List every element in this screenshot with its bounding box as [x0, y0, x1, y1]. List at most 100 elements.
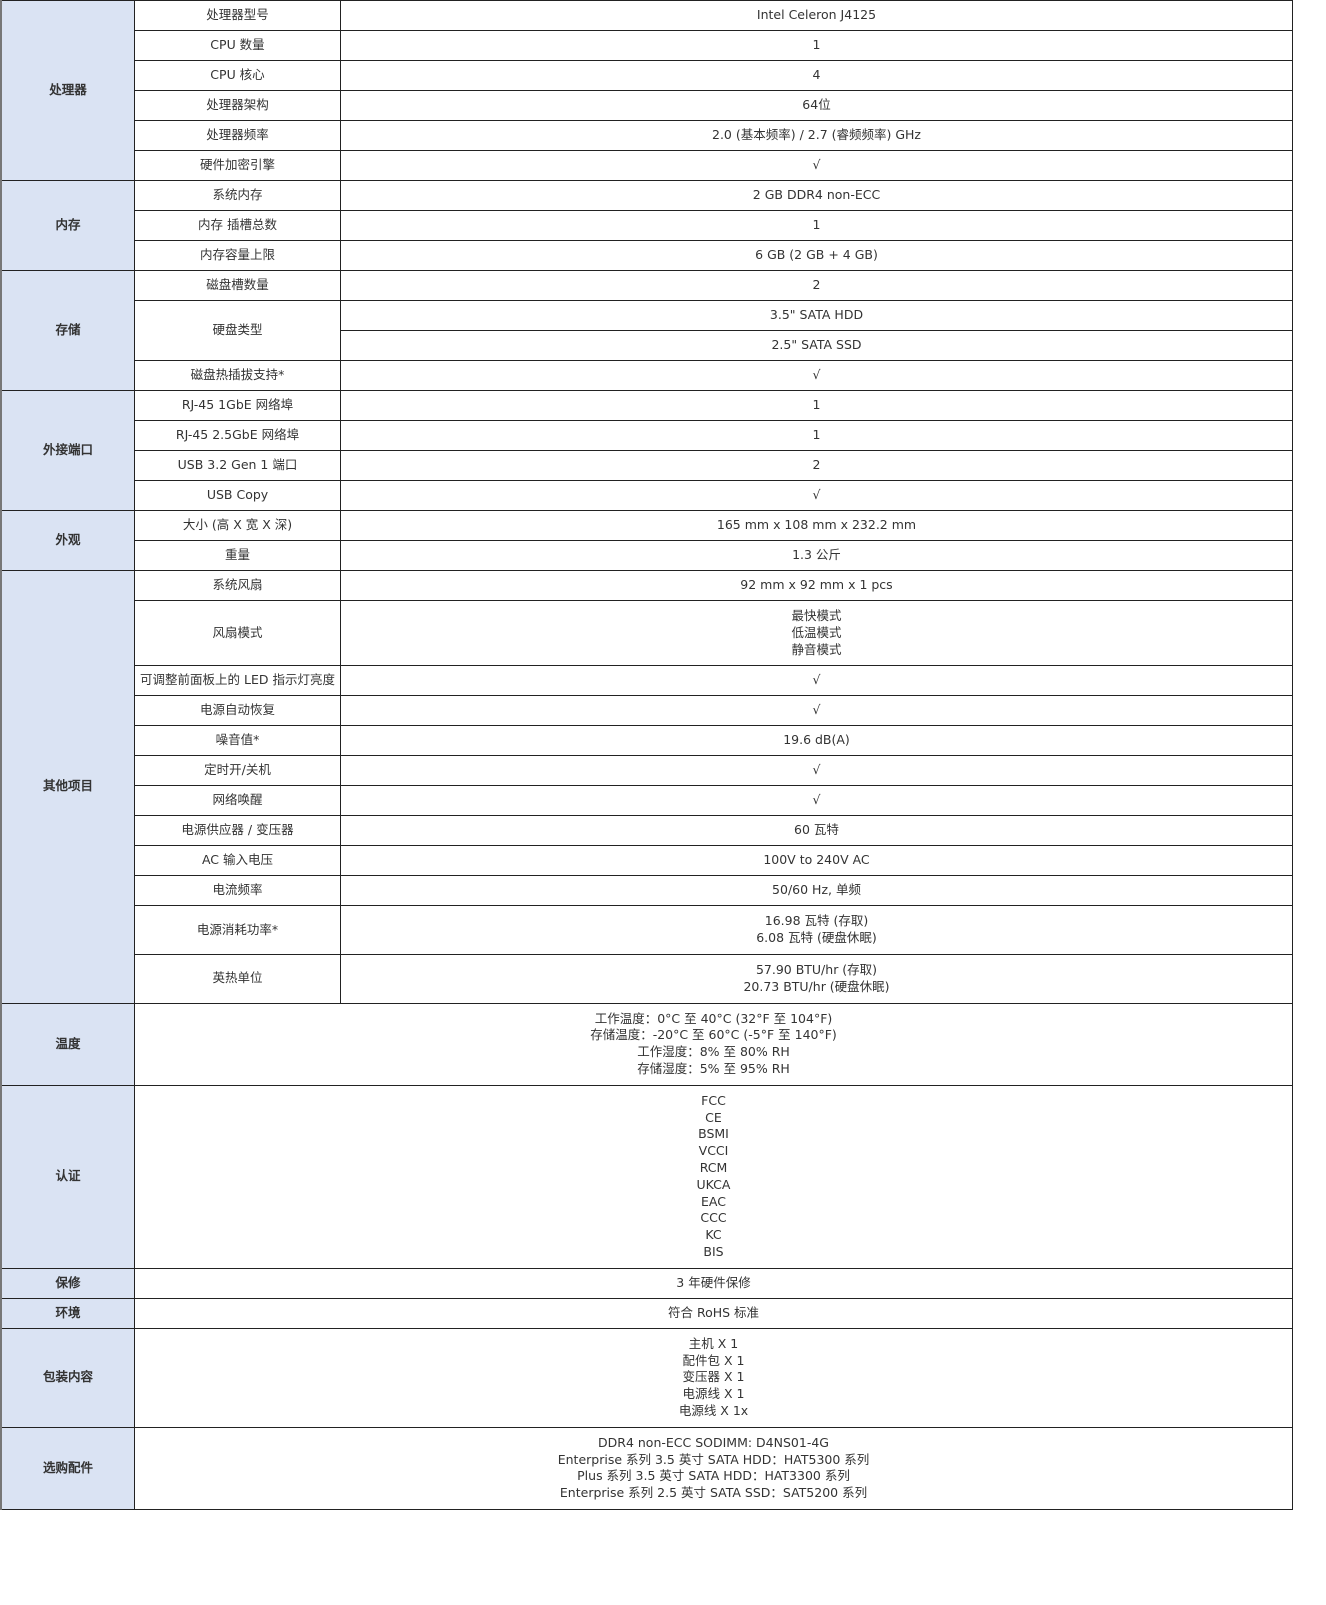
spec-value: 2.0 (基本频率) / 2.7 (睿频频率) GHz [340, 120, 1293, 151]
spec-value: Intel Celeron J4125 [340, 0, 1293, 31]
value-line: CE [705, 1109, 722, 1125]
spec-row: 电流频率 50/60 Hz, 单频 [1, 875, 1293, 907]
spec-label: 风扇模式 [134, 599, 341, 667]
spec-label: 硬盘类型 [134, 300, 341, 361]
spec-row: USB Copy √ [1, 480, 1293, 511]
spec-label: 系统风扇 [134, 570, 341, 601]
spec-row: USB 3.2 Gen 1 端口 2 [1, 450, 1293, 481]
spec-row: 英热单位 57.90 BTU/hr (存取) 20.73 BTU/hr (硬盘休眠) [1, 953, 1293, 1004]
spec-value: 1 [340, 30, 1293, 61]
spec-value: 16.98 瓦特 (存取) 6.08 瓦特 (硬盘休眠) [340, 905, 1293, 955]
spec-row: 存储 磁盘槽数量 2 [0, 270, 1293, 391]
spec-row: 温度 工作温度：0°C 至 40°C (32°F 至 104°F) 存储温度：-20… [0, 1002, 1293, 1086]
spec-value: 4 [340, 60, 1293, 91]
spec-label: CPU 数量 [134, 30, 341, 61]
spec-label: 电源自动恢复 [134, 695, 341, 727]
spec-row: CPU 核心 4 [1, 60, 1293, 91]
spec-label: 英热单位 [134, 953, 341, 1004]
spec-value: √ [340, 360, 1293, 391]
spec-value: 2 GB DDR4 non-ECC [340, 180, 1293, 211]
value-line: 16.98 瓦特 (存取) [764, 913, 869, 929]
spec-row: 选购配件 DDR4 non-ECC SODIMM: D4NS01-4G Enterp… [0, 1426, 1293, 1510]
spec-label: USB 3.2 Gen 1 端口 [134, 450, 341, 481]
spec-row: RJ-45 2.5GbE 网络埠 1 [1, 420, 1293, 451]
spec-value: 3 年硬件保修 [134, 1267, 1293, 1299]
value-line: Enterprise 系列 3.5 英寸 SATA HDD：HAT5300 系列 [557, 1451, 870, 1467]
spec-value: 6 GB (2 GB + 4 GB) [340, 240, 1293, 271]
spec-row: 内存 插槽总数 1 [1, 210, 1293, 241]
spec-row: 定时开/关机 √ [1, 755, 1293, 787]
value-line: 6.08 瓦特 (硬盘休眠) [756, 930, 877, 946]
value-line: 最快模式 [791, 608, 842, 623]
value-line: VCCI [698, 1143, 729, 1159]
value-line: BIS [703, 1243, 724, 1259]
spec-value: DDR4 non-ECC SODIMM: D4NS01-4G Enterprise… [134, 1426, 1293, 1510]
value-line: UKCA [696, 1176, 731, 1192]
spec-row: 电源供应器 / 变压器 60 瓦特 [1, 815, 1293, 847]
spec-value: 1 [340, 210, 1293, 241]
value-line: Enterprise 系列 2.5 英寸 SATA SSD：SAT5200 系列 [559, 1485, 868, 1501]
spec-value: 1 [340, 390, 1293, 421]
group-label: 选购配件 [0, 1426, 135, 1510]
spec-row: 内存 系统内存 2 GB DDR4 non-ECC [0, 180, 1293, 271]
spec-value: √ [340, 785, 1293, 817]
value-line: 静音模式 [791, 641, 842, 657]
spec-row: 包装内容 主机 X 1 配件包 X 1 变压器 X 1 电源线 X 1 电源线 X 1x [0, 1327, 1293, 1428]
spec-label: 磁盘槽数量 [134, 270, 341, 301]
spec-row: 环境 符合 RoHS 标准 [0, 1297, 1293, 1329]
spec-label: 电源消耗功率* [134, 905, 341, 955]
value-line: KC [705, 1227, 722, 1243]
spec-value: √ [340, 695, 1293, 727]
spec-label: RJ-45 2.5GbE 网络埠 [134, 420, 341, 451]
spec-row: AC 输入电压 100V to 240V AC [1, 845, 1293, 877]
spec-value: 57.90 BTU/hr (存取) 20.73 BTU/hr (硬盘休眠) [340, 953, 1293, 1004]
value-line: BSMI [698, 1126, 729, 1142]
spec-row: 网络唤醒 √ [1, 785, 1293, 817]
spec-value: 64位 [340, 90, 1293, 121]
value-line: 低温模式 [791, 624, 842, 640]
value-line: CCC [700, 1210, 727, 1226]
spec-row: 硬件加密引擎 √ [1, 150, 1293, 181]
spec-row: 处理器架构 64位 [1, 90, 1293, 121]
spec-value: 3.5" SATA HDD [340, 300, 1293, 331]
spec-value: 1 [340, 420, 1293, 451]
spec-row: 其他项目 系统风扇 92 mm x 92 mm x 1 pcs [0, 570, 1293, 1004]
spec-label: 网络唤醒 [134, 785, 341, 817]
group-label: 保修 [0, 1267, 135, 1299]
value-line: 工作湿度：8% 至 80% RH [637, 1044, 790, 1060]
spec-label: 重量 [134, 540, 341, 571]
value-line: 57.90 BTU/hr (存取) [755, 961, 878, 977]
spec-value: 60 瓦特 [340, 815, 1293, 847]
spec-table: 处理器 处理器型号 Intel Celeron J4125 CPU 数量 1 CPU 核心… [0, 0, 1293, 1510]
spec-value: 2 [340, 270, 1293, 301]
spec-label: USB Copy [134, 480, 341, 511]
spec-label: 内存容量上限 [134, 240, 341, 271]
group-label: 包装内容 [0, 1327, 135, 1428]
spec-row: 磁盘热插拔支持* √ [1, 360, 1293, 391]
spec-label: 电流频率 [134, 875, 341, 907]
value-line: 主机 X 1 [688, 1335, 739, 1351]
spec-label: 可调整前面板上的 LED 指示灯亮度 [134, 665, 341, 697]
spec-label: 电源供应器 / 变压器 [134, 815, 341, 847]
spec-value: 165 mm x 108 mm x 232.2 mm [340, 510, 1293, 541]
spec-row: 电源自动恢复 √ [1, 695, 1293, 727]
value-line: 变压器 X 1 [682, 1369, 745, 1385]
spec-value: 19.6 dB(A) [340, 725, 1293, 757]
spec-row: 风扇模式 最快模式 低温模式 静音模式 [1, 599, 1293, 667]
spec-value: 最快模式 低温模式 静音模式 [340, 599, 1293, 667]
value-line: 存储湿度：5% 至 95% RH [637, 1060, 790, 1076]
value-line: EAC [701, 1193, 726, 1209]
spec-row: 保修 3 年硬件保修 [0, 1267, 1293, 1299]
spec-row: 内存容量上限 6 GB (2 GB + 4 GB) [1, 240, 1293, 271]
spec-row: 外观 大小 (高 X 宽 X 深) 165 mm x 108 mm x 232.2 … [0, 510, 1293, 571]
spec-value: 主机 X 1 配件包 X 1 变压器 X 1 电源线 X 1 电源线 X 1x [134, 1327, 1293, 1428]
spec-label: 硬件加密引擎 [134, 150, 341, 181]
value-line: DDR4 non-ECC SODIMM: D4NS01-4G [598, 1434, 829, 1450]
spec-row: 处理器频率 2.0 (基本频率) / 2.7 (睿频频率) GHz [1, 120, 1293, 151]
spec-label: RJ-45 1GbE 网络埠 [134, 390, 341, 421]
value-line: 配件包 X 1 [682, 1352, 745, 1368]
spec-label: 处理器架构 [134, 90, 341, 121]
spec-value: √ [340, 665, 1293, 697]
spec-label: 系统内存 [134, 180, 341, 211]
value-line: 20.73 BTU/hr (硬盘休眠) [743, 978, 890, 994]
